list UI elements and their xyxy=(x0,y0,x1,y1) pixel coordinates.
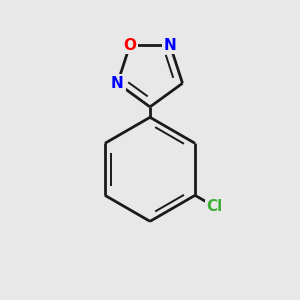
Text: N: N xyxy=(164,38,176,52)
Text: N: N xyxy=(111,76,124,91)
Text: O: O xyxy=(123,38,136,52)
Text: Cl: Cl xyxy=(206,199,223,214)
